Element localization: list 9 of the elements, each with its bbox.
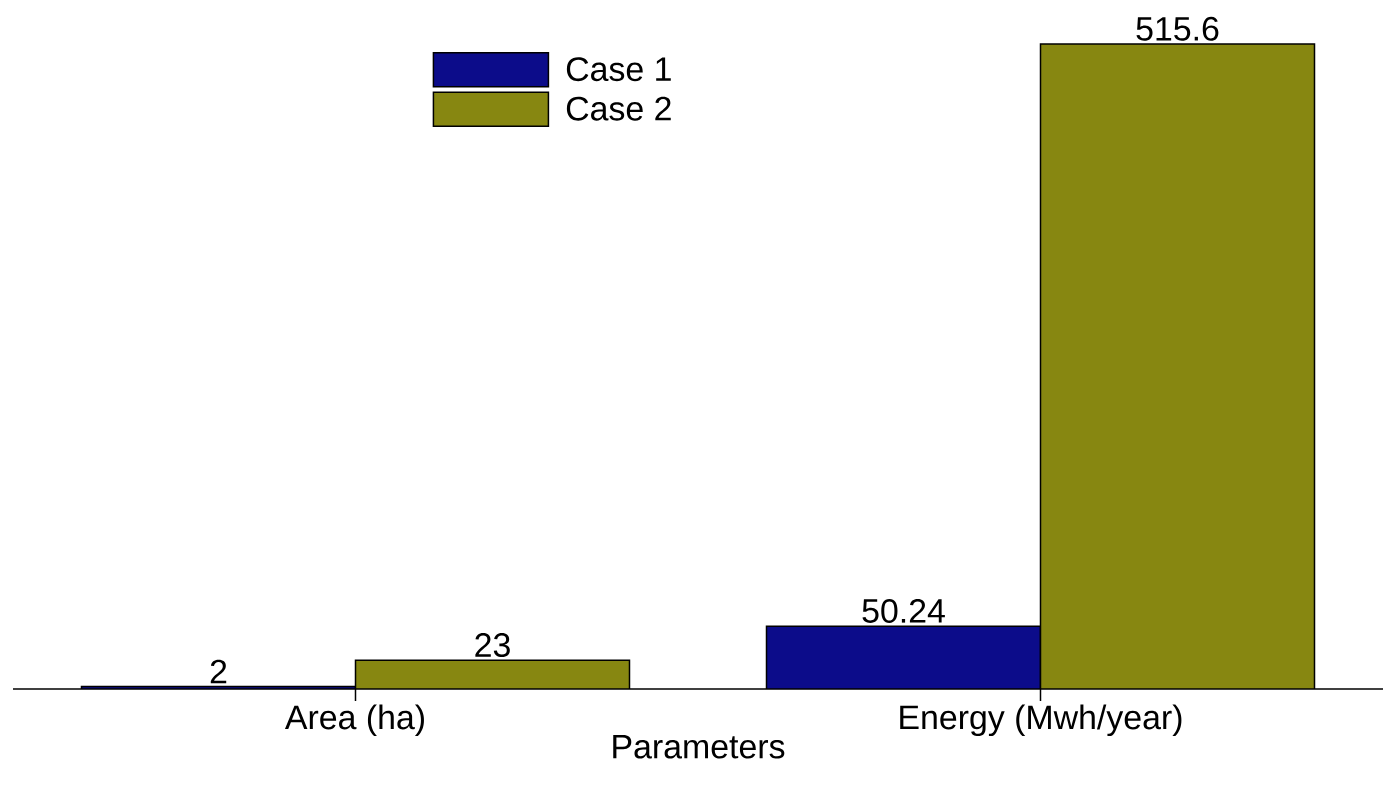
legend-label: Case 2 [566,96,671,121]
data-label: 515.6 [1136,16,1219,41]
data-label: 50.24 [862,598,945,623]
x-tick-label: Area (ha) [284,704,424,737]
x-tick-label: Energy (Mwh/year) [900,704,1182,737]
legend-label: Case 1 [566,57,671,82]
x-axis-title: Parameters [613,734,785,759]
data-label: 23 [475,633,510,658]
data-label: 2 [210,659,227,684]
